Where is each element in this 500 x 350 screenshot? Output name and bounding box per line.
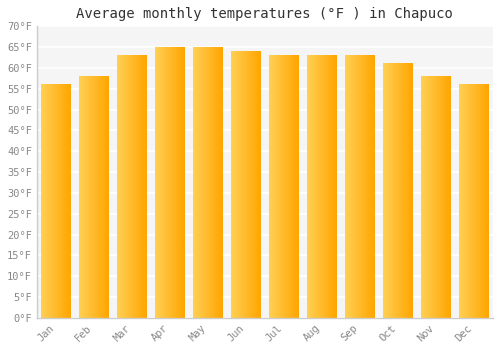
Title: Average monthly temperatures (°F ) in Chapuco: Average monthly temperatures (°F ) in Ch… [76,7,454,21]
